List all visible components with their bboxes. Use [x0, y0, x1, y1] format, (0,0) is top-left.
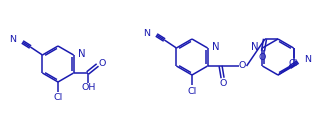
Text: O: O — [220, 79, 227, 88]
Text: N: N — [304, 55, 311, 65]
Text: O: O — [258, 53, 266, 62]
Text: N: N — [212, 42, 219, 52]
Text: N: N — [143, 29, 150, 37]
Text: N: N — [251, 42, 259, 52]
Text: OH: OH — [81, 84, 96, 93]
Text: Cl: Cl — [187, 86, 197, 95]
Text: N: N — [77, 49, 85, 59]
Text: O: O — [239, 62, 246, 70]
Text: O: O — [99, 58, 106, 67]
Text: Cl: Cl — [289, 60, 298, 69]
Text: Cl: Cl — [53, 93, 63, 103]
Text: N: N — [9, 36, 17, 44]
